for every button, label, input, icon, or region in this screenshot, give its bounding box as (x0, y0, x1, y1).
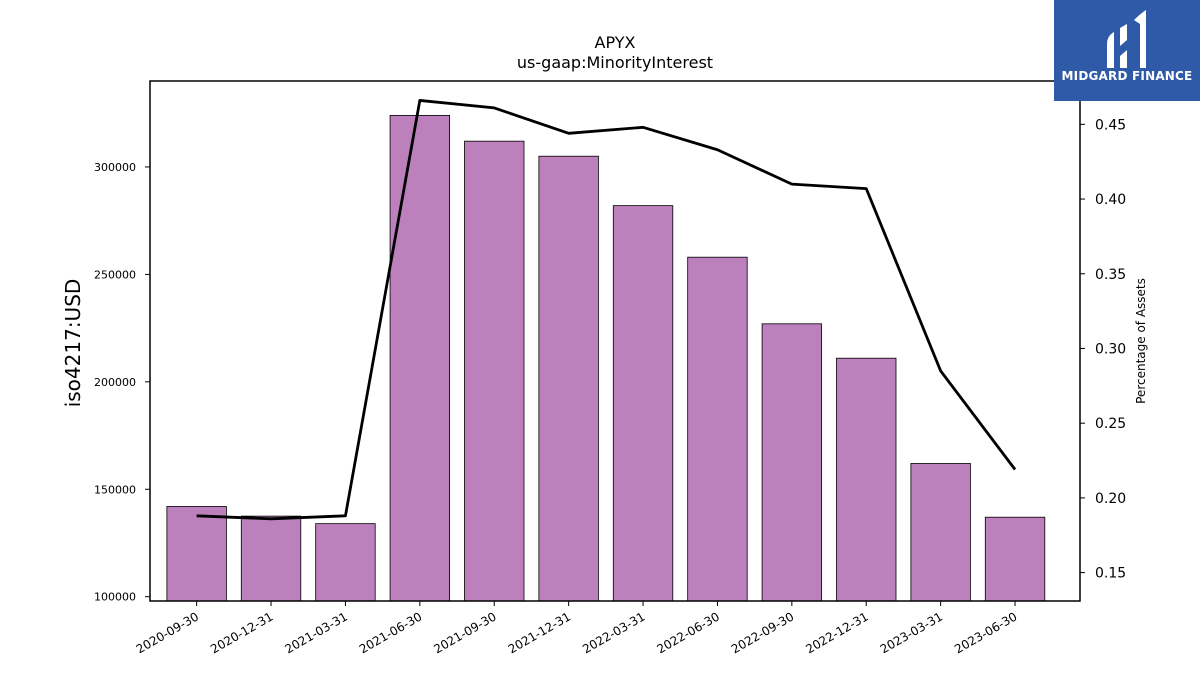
x-tick-label: 2021-03-31 (283, 609, 350, 656)
logo-mark-icon (1107, 10, 1146, 68)
y-axis-left: 100000 150000 200000 250000 300000 (94, 161, 150, 604)
y2-tick-label: 0.20 (1095, 491, 1126, 507)
bar (464, 140, 525, 602)
bar (761, 323, 823, 602)
x-tick-label: 2023-03-31 (878, 609, 945, 656)
y2-tick-label: 0.15 (1095, 566, 1126, 582)
y2-tick-label: 0.25 (1095, 416, 1126, 432)
bar (166, 506, 227, 602)
bar (389, 114, 450, 602)
plot-frame (149, 80, 1081, 602)
y2-tick-label: 0.35 (1095, 267, 1126, 283)
x-tick-label: 2022-09-30 (729, 609, 796, 656)
x-tick-label: 2021-12-31 (506, 609, 573, 656)
y-axis-label: iso4217:USD (61, 279, 85, 408)
y2-tick-label: 0.40 (1095, 192, 1126, 208)
x-tick-label: 2023-06-30 (952, 609, 1019, 656)
y-tick-label: 150000 (94, 483, 136, 496)
y-axis-right: 0.15 0.20 0.25 0.30 0.35 0.40 0.45 (1080, 117, 1126, 582)
chart-title: APYX (595, 33, 636, 52)
bar (910, 463, 971, 602)
y-tick-label: 200000 (94, 376, 136, 389)
x-tick-label: 2022-12-31 (803, 609, 870, 656)
y2-tick-label: 0.30 (1095, 341, 1126, 357)
y-tick-label: 100000 (94, 591, 136, 604)
y2-tick-label: 0.45 (1095, 117, 1126, 133)
bar (836, 357, 897, 602)
x-tick-label: 2021-06-30 (357, 609, 424, 656)
bar (687, 256, 748, 602)
y-tick-label: 300000 (94, 161, 136, 174)
x-tick-label: 2021-09-30 (431, 609, 498, 656)
bar (612, 205, 674, 602)
x-tick-label: 2020-12-31 (208, 609, 275, 656)
y-tick-label: 250000 (94, 268, 136, 281)
x-tick-label: 2022-03-31 (580, 609, 647, 656)
x-tick-label: 2022-06-30 (655, 609, 722, 656)
bar (240, 515, 302, 602)
line-series (196, 99, 1017, 521)
bar (315, 523, 376, 602)
logo-text: MIDGARD FINANCE (1061, 69, 1193, 83)
chart-subtitle: us-gaap:MinorityInterest (517, 53, 713, 72)
x-axis: 2020-09-30 2020-12-31 2021-03-31 2021-06-30… (134, 601, 1020, 656)
bar (538, 155, 599, 602)
y2-axis-label: Percentage of Assets (1134, 278, 1148, 404)
bar-series (166, 114, 1046, 602)
line-path (196, 99, 1017, 521)
x-tick-label: 2020-09-30 (134, 609, 201, 656)
brand-logo: MIDGARD FINANCE (1054, 0, 1200, 101)
bar (984, 516, 1046, 602)
